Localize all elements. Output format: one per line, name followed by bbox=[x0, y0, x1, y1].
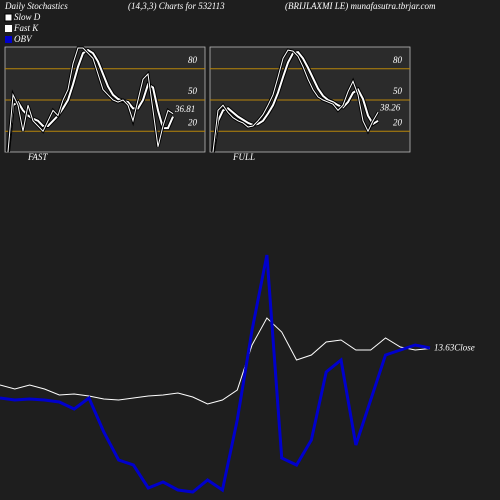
legend-label: Slow D bbox=[14, 12, 41, 22]
y-tick-label: 80 bbox=[393, 55, 403, 65]
legend-swatch bbox=[4, 13, 13, 22]
obv-line bbox=[0, 254, 431, 494]
y-tick-label: 50 bbox=[393, 86, 403, 96]
y-tick-label: 50 bbox=[188, 86, 198, 96]
y-tick-label: 80 bbox=[188, 55, 198, 65]
close-label: 13.63Close bbox=[434, 343, 475, 353]
value-label: 36.81 bbox=[174, 104, 195, 114]
legend-label: Fast K bbox=[13, 23, 39, 33]
line bbox=[7, 47, 174, 153]
value-label: 38.26 bbox=[379, 102, 401, 112]
line bbox=[7, 48, 174, 153]
price-line bbox=[0, 317, 431, 405]
panel-title: FULL bbox=[232, 152, 255, 162]
close-text: Close bbox=[454, 343, 475, 353]
source: (BRIJLAXMI LE) munafasutra.tbrjar.com bbox=[285, 1, 436, 11]
close-value: 13.63 bbox=[434, 343, 455, 353]
panel-title: FAST bbox=[27, 152, 48, 162]
title: Daily Stochastics bbox=[4, 1, 68, 11]
y-tick-label: 20 bbox=[188, 117, 198, 127]
legend-swatch bbox=[5, 36, 12, 43]
legend-label: OBV bbox=[14, 34, 33, 44]
subtitle: (14,3,3) Charts for 532113 bbox=[128, 1, 225, 11]
legend-swatch bbox=[5, 25, 12, 32]
line bbox=[212, 49, 379, 153]
y-tick-label: 20 bbox=[393, 117, 403, 127]
